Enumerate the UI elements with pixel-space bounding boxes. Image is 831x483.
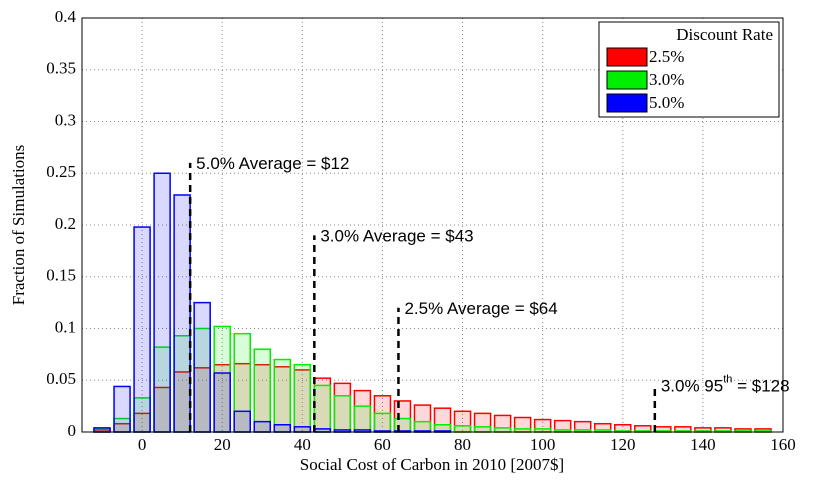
bar [273, 424, 292, 433]
annotation: 5.0% Average = $12 [196, 154, 349, 173]
x-tick-label: 0 [138, 435, 147, 454]
legend-swatch [606, 47, 648, 67]
bar [293, 426, 312, 433]
bar [393, 417, 412, 433]
annotation-sup: th [723, 373, 732, 385]
x-tick-label: 160 [770, 435, 796, 454]
y-tick-label: 0.4 [55, 7, 77, 26]
annotation-text: 3.0% 95 [661, 377, 723, 396]
y-tick-label: 0.05 [46, 369, 76, 388]
bar [473, 426, 492, 433]
bar [313, 384, 332, 433]
y-axis-label: Fraction of Simulations [9, 145, 28, 306]
bar [293, 363, 312, 433]
x-tick-label: 20 [214, 435, 231, 454]
y-tick-label: 0.2 [55, 214, 76, 233]
annotation-text: 3.0% Average = $43 [320, 227, 473, 246]
y-tick-label: 0.1 [55, 317, 76, 336]
bar [93, 427, 111, 433]
x-axis-label: Social Cost of Carbon in 2010 [2007$] [300, 455, 564, 474]
legend-swatch [606, 70, 648, 90]
x-tick-label: 60 [374, 435, 391, 454]
legend-title: Discount Rate [676, 25, 773, 44]
annotation: 3.0% 95th = $128 [661, 373, 790, 396]
bar [373, 412, 392, 433]
bar [493, 427, 512, 433]
annotation-text: 5.0% Average = $12 [196, 154, 349, 173]
annotation-text: 2.5% Average = $64 [404, 299, 557, 318]
legend-label: 5.0% [649, 93, 684, 112]
bar [213, 372, 231, 433]
bar [133, 226, 151, 433]
x-tick-label: 140 [690, 435, 716, 454]
bar [113, 385, 131, 433]
annotation-text: = $128 [732, 377, 789, 396]
x-tick-label: 80 [454, 435, 471, 454]
bar [453, 425, 472, 433]
x-tick-label: 120 [610, 435, 636, 454]
y-tick-label: 0.15 [46, 266, 76, 285]
x-tick-label: 100 [530, 435, 556, 454]
y-tick-label: 0.35 [46, 59, 76, 78]
bar [333, 395, 352, 433]
legend-label: 2.5% [649, 47, 684, 66]
y-tick-label: 0.3 [55, 110, 76, 129]
bar [173, 194, 191, 433]
bar [193, 301, 211, 433]
legend-box [598, 21, 780, 118]
bar [353, 405, 372, 433]
bar [253, 420, 272, 433]
bar [273, 358, 292, 433]
bar [253, 348, 272, 433]
legend-label: 3.0% [649, 70, 684, 89]
plot-frame [81, 17, 784, 433]
annotation: 3.0% Average = $43 [320, 227, 473, 246]
y-tick-label: 0 [68, 421, 77, 440]
y-tick-label: 0.25 [46, 162, 76, 181]
bar [153, 172, 171, 433]
bar [233, 410, 251, 433]
x-tick-label: 40 [294, 435, 311, 454]
legend-swatch [606, 93, 648, 113]
annotation: 2.5% Average = $64 [404, 299, 557, 318]
